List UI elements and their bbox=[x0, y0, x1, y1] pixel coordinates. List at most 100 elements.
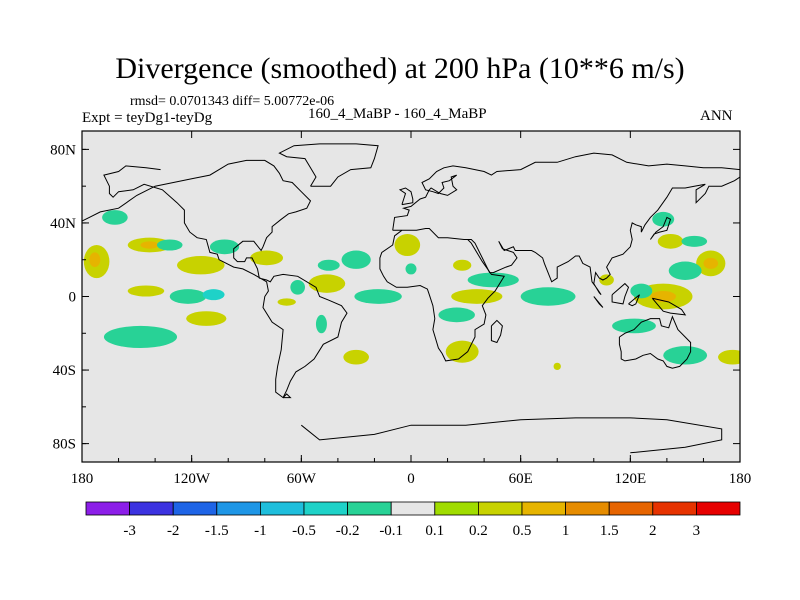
y-tick-label: 40N bbox=[50, 216, 76, 232]
coastline bbox=[628, 294, 640, 307]
colorbar-swatch bbox=[652, 501, 697, 516]
colorbar-swatch bbox=[565, 501, 610, 516]
colorbar-label: -0.2 bbox=[336, 523, 360, 539]
divergence-region bbox=[127, 285, 165, 297]
y-tick-label: 80S bbox=[53, 437, 76, 453]
coastline bbox=[611, 282, 630, 305]
x-tick-label: 0 bbox=[407, 471, 415, 487]
colorbar-label: 0.1 bbox=[425, 523, 444, 539]
y-tick-label: 0 bbox=[69, 290, 77, 306]
x-tick-label: 180 bbox=[729, 471, 752, 487]
coastline bbox=[593, 296, 604, 308]
experiment-label: Expt = teyDg1-teyDg bbox=[82, 110, 213, 126]
divergence-region bbox=[681, 235, 708, 247]
divergence-region bbox=[394, 233, 421, 257]
colorbar-swatch bbox=[259, 501, 305, 516]
colorbar-swatch bbox=[85, 501, 130, 516]
colorbar-swatch bbox=[172, 501, 218, 516]
period-label: 160_4_MaBP - 160_4_MaBP bbox=[308, 106, 487, 122]
x-tick-label: 60E bbox=[509, 471, 533, 487]
colorbar: -3 -2 -1.5 -1 -0.5 -0.2 -0.1 0.1 0.2 0.5 1 1.5 2 3 bbox=[85, 501, 741, 539]
colorbar-swatch bbox=[521, 501, 566, 516]
colorbar-swatch bbox=[434, 501, 479, 516]
x-tick-label: 120E bbox=[614, 471, 646, 487]
divergence-region bbox=[467, 272, 519, 288]
coastline bbox=[649, 216, 672, 240]
divergence-region bbox=[209, 239, 240, 255]
divergence-region bbox=[718, 349, 740, 365]
coastline bbox=[398, 187, 414, 206]
season-label: ANN bbox=[700, 108, 733, 124]
divergence-region bbox=[599, 274, 614, 286]
divergence-region bbox=[250, 250, 284, 266]
divergence-region bbox=[663, 346, 708, 365]
colorbar-swatch bbox=[390, 501, 436, 516]
coastline bbox=[282, 393, 292, 399]
colorbar-label: -1.5 bbox=[205, 523, 229, 539]
colorbar-swatch bbox=[129, 501, 174, 516]
colorbar-label: -2 bbox=[167, 523, 180, 539]
divergence-region bbox=[451, 289, 503, 304]
coastline bbox=[379, 229, 506, 362]
y-tick-label: 40S bbox=[53, 363, 76, 379]
coastline bbox=[392, 176, 740, 296]
divergence-region bbox=[308, 274, 346, 293]
colorbar-swatch bbox=[347, 501, 392, 516]
divergence-region bbox=[317, 259, 340, 271]
divergence-region bbox=[89, 252, 101, 268]
divergence-region bbox=[103, 325, 178, 348]
colorbar-label: 0.5 bbox=[513, 523, 532, 539]
divergence-region bbox=[343, 349, 369, 365]
colorbar-label: 1.5 bbox=[600, 523, 619, 539]
x-tick-label: 120W bbox=[173, 471, 211, 487]
colorbar-label: 1 bbox=[562, 523, 570, 539]
divergence-region bbox=[156, 239, 183, 251]
coastline bbox=[618, 315, 692, 369]
colorbar-swatch bbox=[216, 501, 261, 516]
colorbar-swatch bbox=[696, 501, 741, 516]
coastline bbox=[82, 159, 348, 399]
colorbar-label: 2 bbox=[649, 523, 657, 539]
colorbar-label: 0.2 bbox=[469, 523, 488, 539]
divergence-region bbox=[341, 250, 371, 269]
divergence-region bbox=[438, 307, 475, 323]
stats-line: rmsd= 0.0701343 diff= 5.00772e-06 bbox=[130, 94, 335, 109]
divergence-region bbox=[652, 211, 675, 227]
map-axes: 180 120W 60W 0 60E 120E 180 80N 40N 0 40S 80S bbox=[50, 131, 751, 487]
colorbar-swatch bbox=[608, 501, 654, 516]
divergence-region bbox=[186, 311, 227, 326]
divergence-regions bbox=[83, 210, 740, 371]
x-tick-label: 180 bbox=[71, 471, 94, 487]
divergence-region bbox=[630, 283, 653, 299]
divergence-region bbox=[140, 241, 159, 249]
colorbar-label: 3 bbox=[693, 523, 701, 539]
x-tick-label: 60W bbox=[287, 471, 317, 487]
divergence-region bbox=[553, 362, 561, 371]
divergence-region bbox=[277, 298, 296, 306]
divergence-region bbox=[703, 257, 719, 269]
divergence-region bbox=[657, 233, 684, 249]
divergence-region bbox=[445, 340, 479, 363]
divergence-region bbox=[169, 289, 207, 304]
divergence-region bbox=[102, 210, 128, 225]
divergence-region bbox=[520, 287, 576, 306]
divergence-region bbox=[354, 289, 402, 304]
colorbar-label: -0.5 bbox=[292, 523, 316, 539]
divergence-region bbox=[405, 263, 417, 275]
divergence-region bbox=[315, 314, 327, 334]
divergence-region bbox=[290, 279, 305, 295]
colorbar-label: -0.1 bbox=[379, 523, 403, 539]
coastline bbox=[490, 319, 503, 344]
colorbar-swatch bbox=[303, 501, 348, 516]
divergence-region bbox=[177, 256, 225, 275]
y-tick-label: 80N bbox=[50, 142, 76, 158]
divergence-region bbox=[668, 261, 702, 280]
coastline bbox=[278, 143, 379, 187]
coastlines bbox=[82, 143, 740, 454]
chart-title: Divergence (smoothed) at 200 hPa (10**6 … bbox=[115, 52, 685, 85]
coastline bbox=[651, 297, 687, 316]
divergence-region bbox=[202, 289, 225, 301]
divergence-region bbox=[612, 318, 656, 334]
coastline bbox=[392, 152, 740, 231]
coastline bbox=[300, 417, 723, 454]
